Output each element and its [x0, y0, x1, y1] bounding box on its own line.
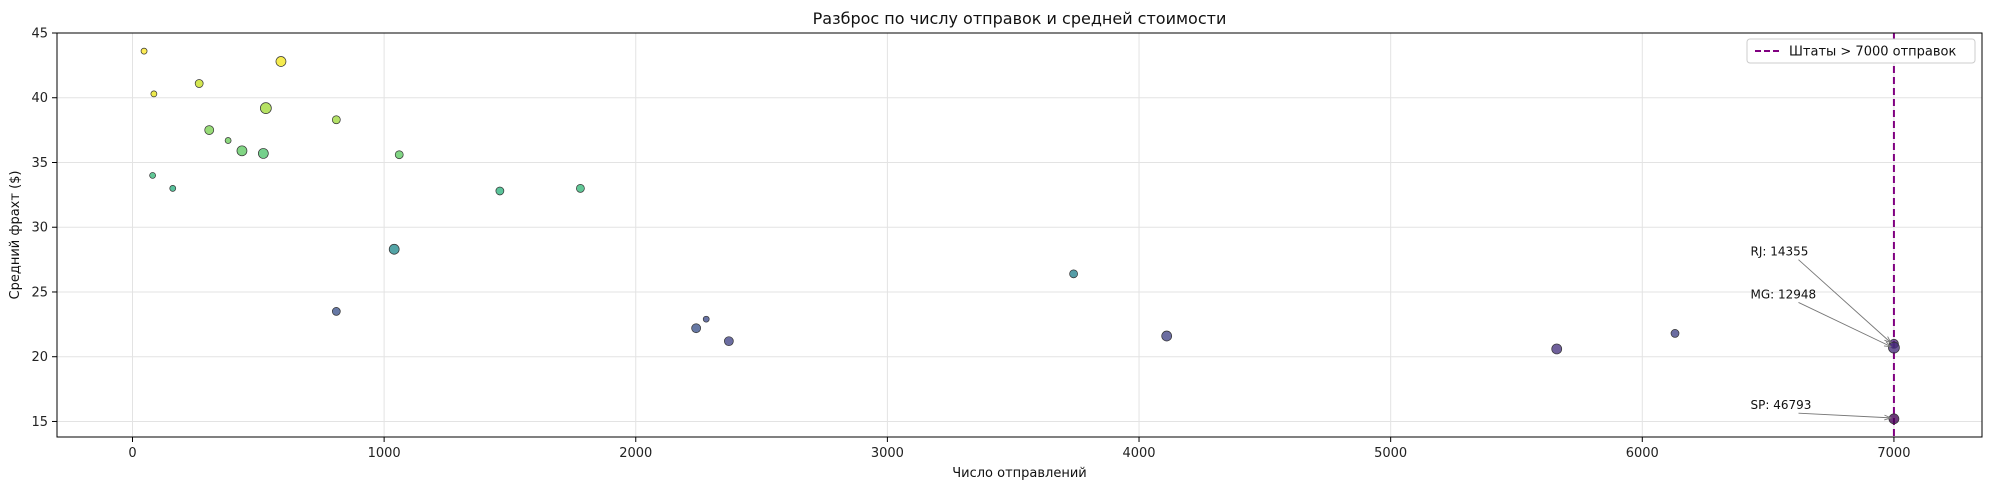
data-point [204, 125, 215, 135]
x-tick-label: 7000 [1877, 446, 1910, 461]
data-point [149, 172, 156, 179]
data-point [260, 102, 272, 114]
chart-title: Разброс по числу отправок и средней стои… [813, 9, 1227, 28]
data-point [257, 148, 269, 159]
x-tick-label: 3000 [871, 446, 904, 461]
legend: Штаты > 7000 отправок [1746, 38, 1976, 64]
data-point [724, 336, 734, 347]
data-point [388, 243, 400, 255]
data-point [169, 185, 177, 192]
data-point [224, 137, 232, 144]
y-tick-label: 40 [31, 91, 48, 106]
data-point [236, 145, 248, 157]
y-tick-label: 30 [31, 221, 48, 236]
x-tick-label: 4000 [1122, 446, 1155, 461]
y-tick-label: 20 [31, 350, 48, 365]
data-point [576, 184, 585, 193]
data-point [275, 56, 287, 67]
data-point [1069, 269, 1078, 279]
data-point [194, 79, 204, 88]
annotation-label: SP: 46793 [1750, 398, 1811, 412]
data-point [1551, 343, 1563, 355]
data-point [495, 186, 505, 196]
x-tick-label: 2000 [619, 446, 652, 461]
tick-layer: 0 1000 2000 3000 4000 5000 6000 7000 15 20 25 30 35 4… [31, 27, 1910, 462]
data-point [1888, 413, 1900, 425]
y-tick-label: 35 [31, 156, 48, 171]
data-point [1161, 330, 1173, 342]
points-layer [140, 47, 1900, 425]
y-tick-label: 45 [31, 27, 48, 42]
annotation-arrowhead [1884, 414, 1893, 421]
data-point [691, 323, 702, 334]
data-point [140, 47, 148, 55]
annotation-arrow [1798, 412, 1891, 419]
data-point [1670, 329, 1680, 338]
x-tick-label: 5000 [1374, 446, 1407, 461]
data-point [1888, 341, 1900, 354]
x-tick-label: 6000 [1626, 446, 1659, 461]
legend-box [1746, 38, 1976, 64]
grid-layer [57, 32, 1982, 437]
x-tick-label: 1000 [368, 446, 401, 461]
y-tick-label: 25 [31, 285, 48, 300]
x-tick-label: 0 [128, 446, 136, 461]
y-tick-label: 15 [31, 415, 48, 430]
data-point [702, 315, 710, 323]
data-point [394, 150, 404, 160]
annotation-arrow [1798, 302, 1892, 348]
data-point [331, 115, 341, 125]
annotation-arrowhead [1883, 341, 1893, 348]
plot-frame [56, 32, 1983, 438]
annotation-arrowhead [1884, 336, 1892, 344]
data-point [331, 307, 341, 316]
annotations-layer: RJ: 14355 MG: 12948 SP: 46793 [1750, 245, 1893, 421]
x-axis-label: Число отправлений [952, 466, 1087, 481]
annotation-arrow [1798, 259, 1892, 344]
annotation-label: RJ: 14355 [1750, 245, 1808, 259]
data-point [150, 90, 158, 98]
annotation-label: MG: 12948 [1750, 287, 1816, 301]
legend-label: Штаты > 7000 отправок [1789, 45, 1957, 60]
y-axis-label: Средний фрахт ($) [8, 171, 23, 300]
